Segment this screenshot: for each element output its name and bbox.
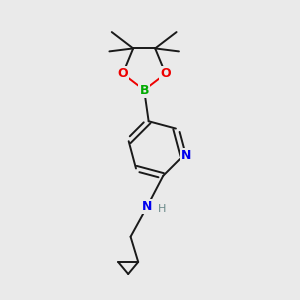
Text: B: B — [140, 83, 149, 97]
Text: H: H — [158, 204, 166, 214]
Text: O: O — [118, 67, 128, 80]
Text: N: N — [142, 200, 152, 214]
Text: N: N — [181, 149, 191, 162]
Text: O: O — [160, 67, 171, 80]
